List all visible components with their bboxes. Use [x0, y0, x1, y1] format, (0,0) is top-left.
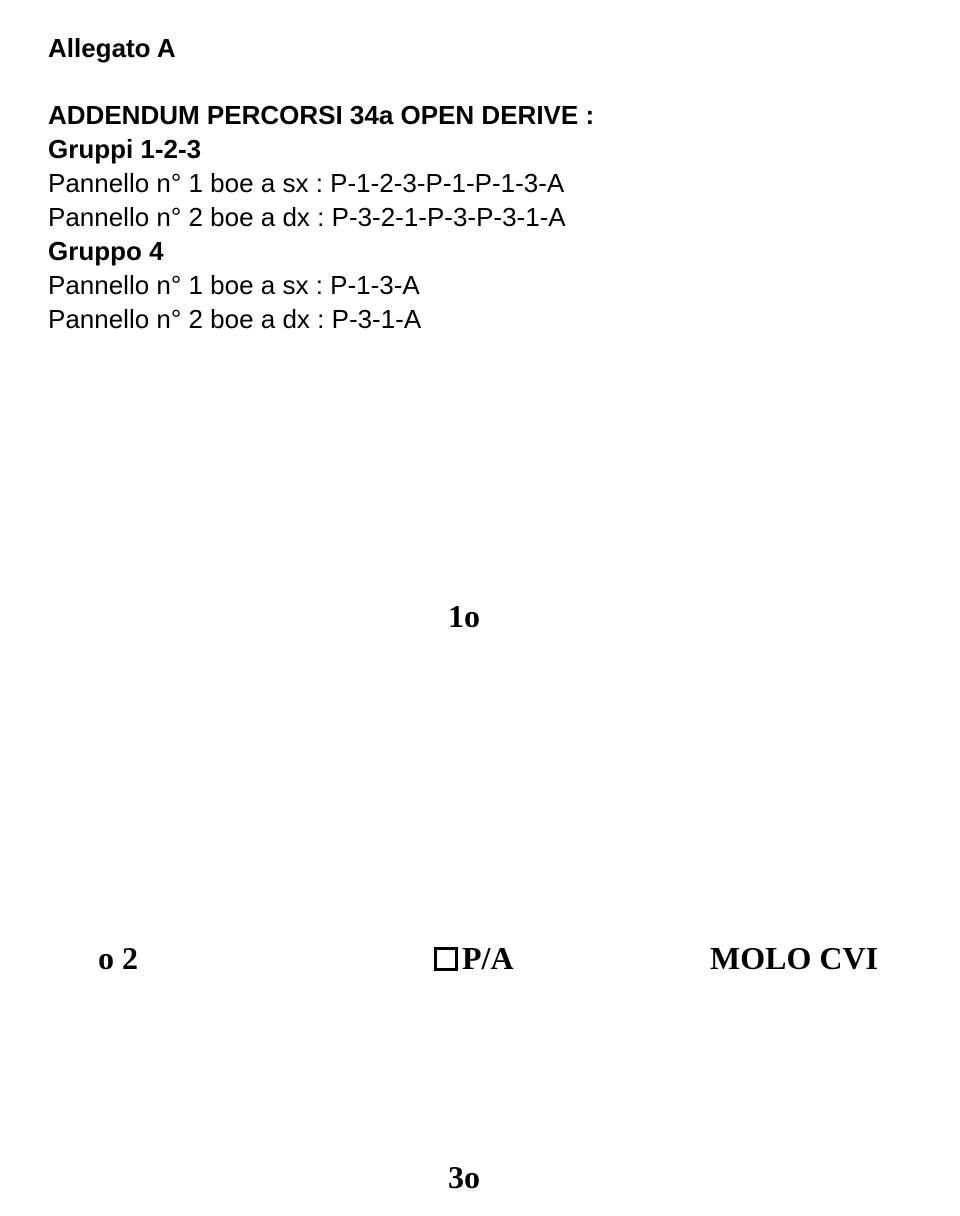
- course-mark-pa: P/A: [434, 940, 514, 977]
- course-mark-molo: MOLO CVI: [710, 940, 878, 977]
- square-icon: [434, 947, 458, 971]
- pannello1-gruppi: Pannello n° 1 boe a sx : P-1-2-3-P-1-P-1…: [48, 168, 912, 199]
- pa-label: P/A: [462, 940, 514, 977]
- course-mark-o2: o 2: [98, 940, 138, 977]
- pannello2-gruppo4: Pannello n° 2 boe a dx : P-3-1-A: [48, 304, 912, 335]
- course-mark-3o: 3o: [448, 1159, 480, 1196]
- gruppi-heading: Gruppi 1-2-3: [48, 134, 912, 165]
- course-mark-1o: 1o: [448, 598, 480, 635]
- gruppo4-heading: Gruppo 4: [48, 236, 912, 267]
- pannello2-gruppi: Pannello n° 2 boe a dx : P-3-2-1-P-3-P-3…: [48, 202, 912, 233]
- pannello1-gruppo4: Pannello n° 1 boe a sx : P-1-3-A: [48, 270, 912, 301]
- addendum-heading: ADDENDUM PERCORSI 34a OPEN DERIVE :: [48, 100, 912, 131]
- allegato-title: Allegato A: [48, 30, 912, 66]
